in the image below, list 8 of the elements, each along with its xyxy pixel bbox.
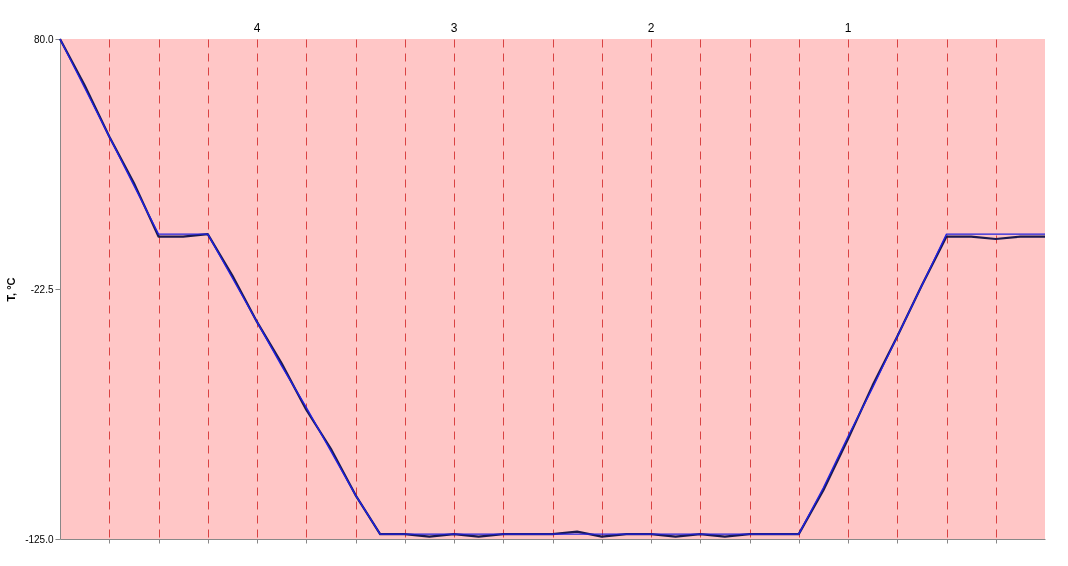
text: 3	[450, 21, 458, 35]
text: 1	[844, 21, 852, 35]
y-tick-label: 80.0	[34, 33, 54, 45]
text: 2	[647, 21, 655, 35]
y-tick-label: -125.0	[25, 533, 54, 545]
y-axis-title: T, °C	[5, 277, 18, 302]
y-tick-label: -22.5	[30, 283, 54, 295]
text: 4	[253, 21, 261, 35]
